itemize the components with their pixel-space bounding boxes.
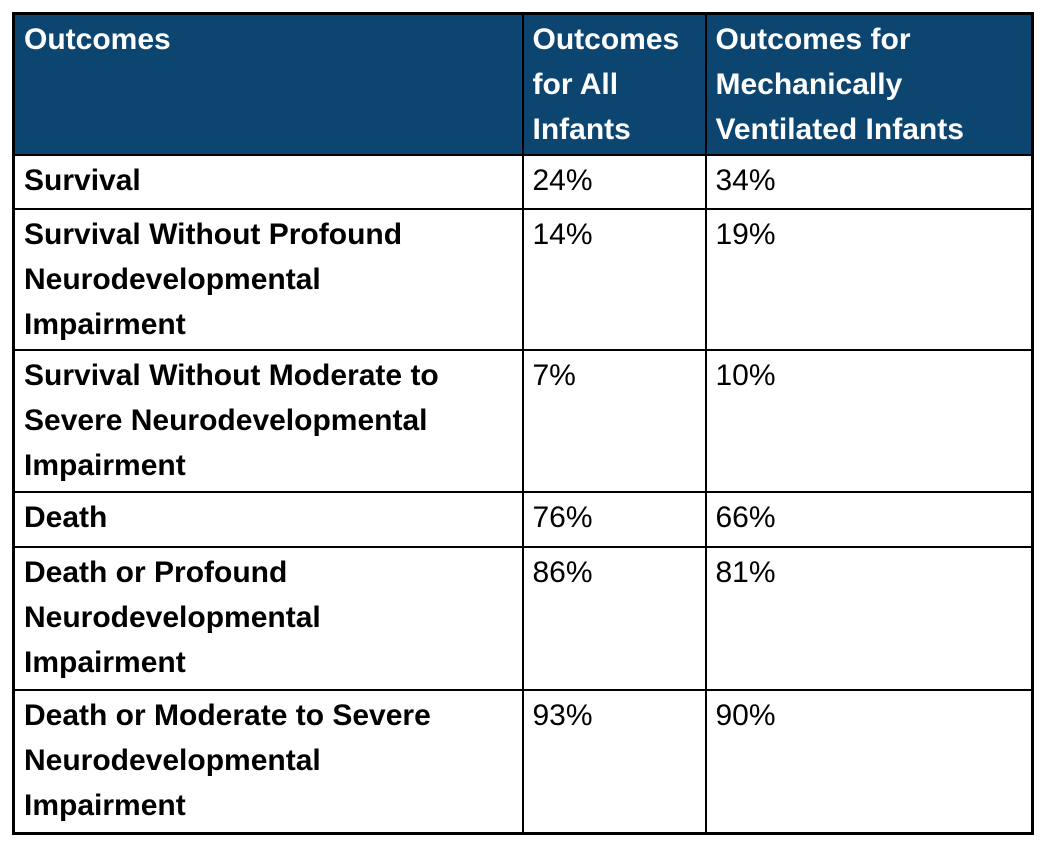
table-row-survival-without-profound: Survival Without Profound Neurodevelopme… bbox=[12, 208, 1034, 351]
header-row: Outcomes Outcomes for All Infants Outcom… bbox=[12, 12, 1034, 156]
outcome-label-cell: Death or Moderate to Severe Neurodevelop… bbox=[12, 689, 524, 834]
table-row-survival: Survival 24% 34% bbox=[12, 154, 1034, 210]
table-row-death-or-profound: Death or Profound Neurodevelopmental Imp… bbox=[12, 546, 1034, 691]
table-row-death-or-moderate: Death or Moderate to Severe Neurodevelop… bbox=[12, 689, 1034, 834]
header-cell-ventilated-infants: Outcomes for Mechanically Ventilated Inf… bbox=[704, 12, 1034, 156]
table-row-survival-without-moderate: Survival Without Moderate to Severe Neur… bbox=[12, 349, 1034, 493]
all-infants-value-cell: 24% bbox=[521, 154, 707, 210]
outcome-label-cell: Survival bbox=[12, 154, 524, 210]
all-infants-value-cell: 86% bbox=[521, 546, 707, 691]
ventilated-value-cell: 19% bbox=[704, 208, 1034, 351]
table-row-death: Death 76% 66% bbox=[12, 491, 1034, 548]
header-cell-all-infants: Outcomes for All Infants bbox=[521, 12, 707, 156]
all-infants-value-cell: 7% bbox=[521, 349, 707, 493]
all-infants-value-cell: 93% bbox=[521, 689, 707, 834]
ventilated-value-cell: 66% bbox=[704, 491, 1034, 548]
all-infants-value-cell: 76% bbox=[521, 491, 707, 548]
outcome-label-cell: Survival Without Moderate to Severe Neur… bbox=[12, 349, 524, 493]
all-infants-value-cell: 14% bbox=[521, 208, 707, 351]
outcomes-table: Outcomes Outcomes for All Infants Outcom… bbox=[12, 12, 1034, 835]
outcome-label-cell: Survival Without Profound Neurodevelopme… bbox=[12, 208, 524, 351]
outcome-label-cell: Death or Profound Neurodevelopmental Imp… bbox=[12, 546, 524, 691]
ventilated-value-cell: 10% bbox=[704, 349, 1034, 493]
outcome-label-cell: Death bbox=[12, 491, 524, 548]
ventilated-value-cell: 34% bbox=[704, 154, 1034, 210]
ventilated-value-cell: 90% bbox=[704, 689, 1034, 834]
header-cell-outcomes: Outcomes bbox=[12, 12, 524, 156]
ventilated-value-cell: 81% bbox=[704, 546, 1034, 691]
